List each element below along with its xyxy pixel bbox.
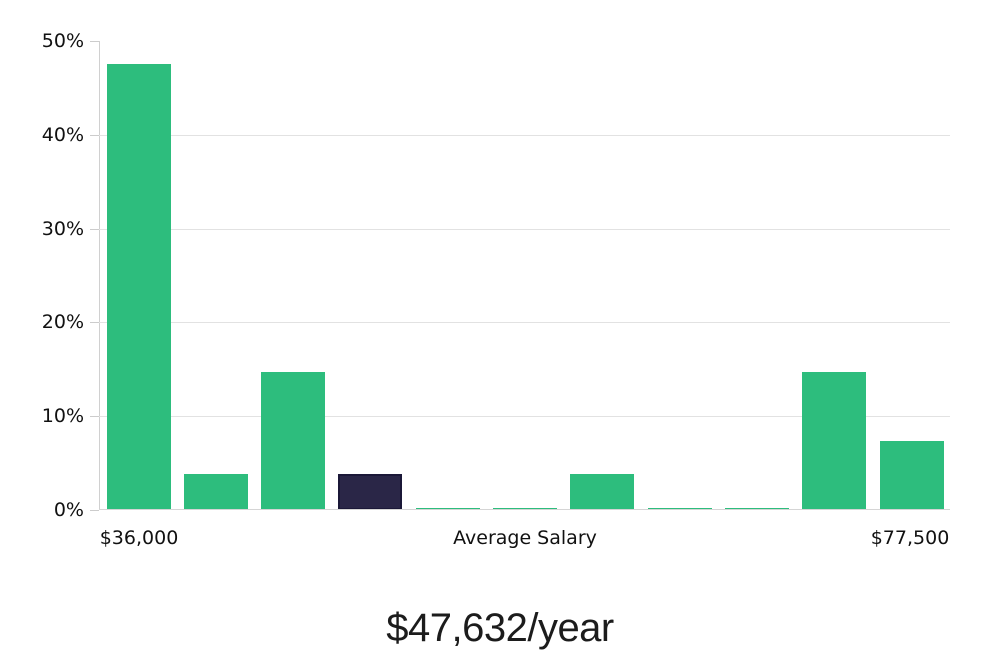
y-axis-tick xyxy=(90,510,99,511)
histogram-bar[interactable] xyxy=(802,372,867,510)
gridline xyxy=(99,134,950,136)
gridline xyxy=(99,416,950,418)
histogram-bar-highlighted[interactable] xyxy=(338,474,403,510)
x-tick-label-average: Average Salary xyxy=(453,527,597,549)
x-tick-label-max: $77,500 xyxy=(870,527,950,549)
histogram-bar[interactable] xyxy=(570,474,635,510)
y-axis-tick-label: 40% xyxy=(41,123,84,146)
y-axis-tick xyxy=(90,41,99,42)
y-axis-tick-label: 0% xyxy=(53,499,84,521)
y-axis-tick xyxy=(90,416,99,418)
plot-area xyxy=(90,41,950,511)
histogram-bar[interactable] xyxy=(879,440,944,510)
y-axis-labels: 0% 10% 20% 30% 40% 50% xyxy=(0,30,84,521)
y-axis-tick-label: 10% xyxy=(41,405,84,428)
y-axis-tick xyxy=(90,134,99,136)
x-axis-labels: $36,000 Average Salary $77,500 xyxy=(0,527,1000,555)
gridline xyxy=(99,228,950,230)
gridline xyxy=(99,322,950,324)
histogram-bar[interactable] xyxy=(183,474,248,510)
y-axis-tick xyxy=(90,228,99,230)
y-axis-tick-label: 30% xyxy=(41,217,84,240)
average-salary-title: $47,632/year xyxy=(386,606,614,650)
y-axis-tick xyxy=(90,322,99,324)
y-axis-line xyxy=(99,41,100,510)
x-tick-label-min: $36,000 xyxy=(99,527,179,549)
histogram-bar[interactable] xyxy=(106,63,171,510)
y-axis-tick-label: 50% xyxy=(41,30,84,52)
histogram-bar[interactable] xyxy=(261,372,326,510)
x-axis-baseline xyxy=(99,509,950,510)
y-axis-tick-label: 20% xyxy=(41,311,84,334)
